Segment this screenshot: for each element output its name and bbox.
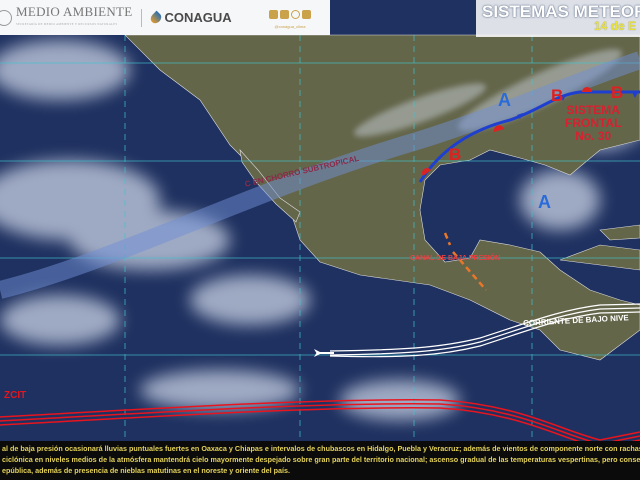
facebook-icon[interactable]: [269, 10, 278, 19]
trough-label: CANAL DE BAJA PRESIÓN: [410, 255, 501, 262]
frontal-label-line: FRONTAL: [565, 116, 622, 130]
low-pressure-trough: [443, 232, 487, 291]
twitter-icon[interactable]: [280, 10, 289, 19]
high-pressure-symbol: A: [538, 192, 551, 212]
agency-header: MEDIO AMBIENTE SECRETARÍA DE MEDIO AMBIEN…: [0, 0, 330, 35]
social-links: @conagua_clima: [268, 6, 312, 29]
front-triangles: [517, 92, 638, 119]
low-pressure-symbol: B: [611, 83, 624, 102]
instagram-icon[interactable]: [291, 10, 300, 19]
conagua-drop-icon: [148, 10, 163, 25]
high-pressure-symbol: A: [498, 90, 511, 110]
title-box: SISTEMAS METEOR 14 de E: [476, 0, 640, 37]
agency-name: MEDIO AMBIENTE: [16, 3, 133, 19]
frontal-system-label: SISTEMA FRONTAL No. 30: [565, 104, 621, 143]
commission-name: CONAGUA: [164, 9, 232, 25]
low-level-jet: [329, 303, 640, 358]
subtropical-jet: [0, 51, 640, 299]
bulletin-text: al de baja presión ocasionará lluvias pu…: [0, 441, 640, 480]
warm-front-semicircles: [422, 87, 592, 176]
divider: [140, 8, 142, 27]
bulletin-line: al de baja presión ocasionará lluvias pu…: [2, 444, 640, 453]
low-pressure-symbol: B: [551, 86, 564, 105]
social-handle: @conagua_clima: [274, 24, 306, 29]
bulletin-line: ciclónica en niveles medios de la atmósf…: [2, 455, 640, 464]
frontal-label-line: No. 30: [575, 129, 612, 143]
map-date: 14 de E: [594, 19, 637, 33]
map-title: SISTEMAS METEOR: [482, 2, 640, 21]
frontal-label-line: SISTEMA: [566, 103, 620, 117]
youtube-icon[interactable]: [302, 10, 311, 19]
bulletin-line: epública, además de presencia de nieblas…: [2, 466, 291, 475]
government-seal-icon: [0, 9, 12, 26]
conagua-logo: CONAGUA: [148, 9, 232, 25]
itcz-band: [0, 399, 640, 449]
itcz-label: ZCIT: [4, 390, 27, 401]
agency-subtitle: SECRETARÍA DE MEDIO AMBIENTE Y RECURSOS …: [16, 21, 118, 26]
low-pressure-symbol: B: [449, 145, 462, 164]
